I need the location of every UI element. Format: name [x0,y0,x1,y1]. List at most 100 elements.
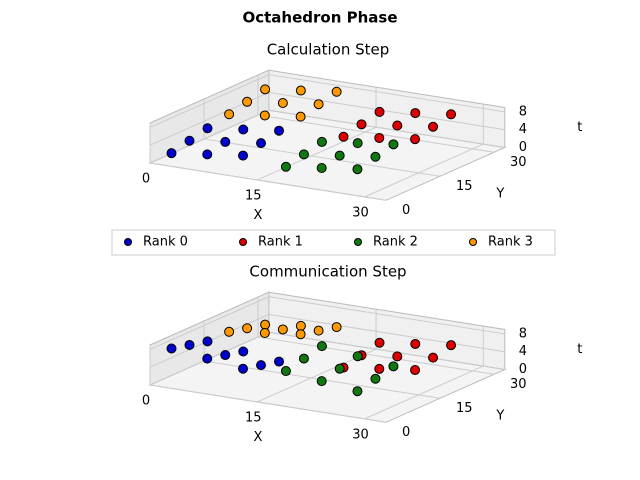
x-tick-label: 15 [245,410,262,425]
point [220,136,231,147]
point [202,353,213,364]
z-tick-label: 8 [519,326,527,341]
point [202,123,213,134]
point [352,138,363,149]
point [428,352,439,363]
chart-title: Calculation Step [267,41,390,59]
chart-title: Communication Step [249,263,406,281]
point [277,324,288,335]
z-tick-label: 0 [519,140,527,155]
legend-marker [124,238,132,246]
grid-line [149,74,505,128]
point [259,110,270,121]
point [374,106,385,117]
point [316,341,327,352]
point [260,84,271,95]
point [238,346,249,357]
x-tick-label: 15 [245,188,262,203]
legend-label: Rank 0 [143,235,188,250]
point [313,325,324,336]
y-axis-label: Y [495,186,504,201]
point [259,327,270,338]
point [370,373,381,384]
y-tick-label: 30 [510,377,527,392]
point [352,164,363,175]
point [316,163,327,174]
legend-box [111,229,556,256]
legend-marker [239,238,247,246]
x-tick-label: 30 [352,427,369,442]
point [295,329,306,340]
point [374,337,385,348]
point [202,336,213,347]
point [298,353,309,364]
y-tick-label: 15 [456,179,473,194]
point [242,96,253,107]
figure-title: Octahedron Phase [242,9,397,27]
point [446,340,457,351]
point [256,138,267,149]
z-tick-label: 0 [519,362,527,377]
point [224,109,235,120]
grid-line [149,296,505,350]
point [280,366,291,377]
point [166,148,177,159]
point [352,351,363,362]
legend-marker [354,238,362,246]
y-axis-label: Y [495,408,504,423]
point [295,85,306,96]
z-tick-label: 4 [519,122,527,137]
point [256,360,267,371]
z-tick-label: 4 [519,344,527,359]
point [316,136,327,147]
point [316,376,327,387]
y-tick-label: 15 [456,401,473,416]
y-tick-label: 0 [402,203,410,218]
x-tick-label: 30 [352,205,369,220]
point [184,135,195,146]
point [260,319,271,330]
point [220,350,231,361]
legend-marker [469,238,477,246]
point [242,323,253,334]
x-axis-label: X [254,208,263,223]
x-tick-label: 0 [142,394,150,409]
point [410,365,421,376]
point [392,351,403,362]
legend-label: Rank 2 [373,235,418,250]
point [331,86,342,97]
point [446,109,457,120]
point [352,386,363,397]
point [370,151,381,162]
z-axis-label: t [577,342,582,357]
point [295,320,306,331]
point [374,132,385,143]
x-axis-label: X [254,430,263,445]
z-tick-label: 8 [519,104,527,119]
legend-label: Rank 1 [258,235,303,250]
point [388,139,399,150]
point [410,338,421,349]
point [274,356,285,367]
legend-label: Rank 3 [488,235,533,250]
point [238,363,249,374]
point [280,161,291,172]
y-tick-label: 30 [510,155,527,170]
point [356,119,367,130]
point [428,121,439,132]
point [238,124,249,135]
point [410,108,421,119]
point [388,361,399,372]
z-axis-label: t [577,120,582,135]
point [331,322,342,333]
point [338,131,349,142]
y-tick-label: 0 [402,425,410,440]
x-tick-label: 0 [142,172,150,187]
point [238,150,249,161]
point [298,149,309,160]
point [334,363,345,374]
point [295,111,306,122]
point [410,134,421,145]
point [274,125,285,136]
